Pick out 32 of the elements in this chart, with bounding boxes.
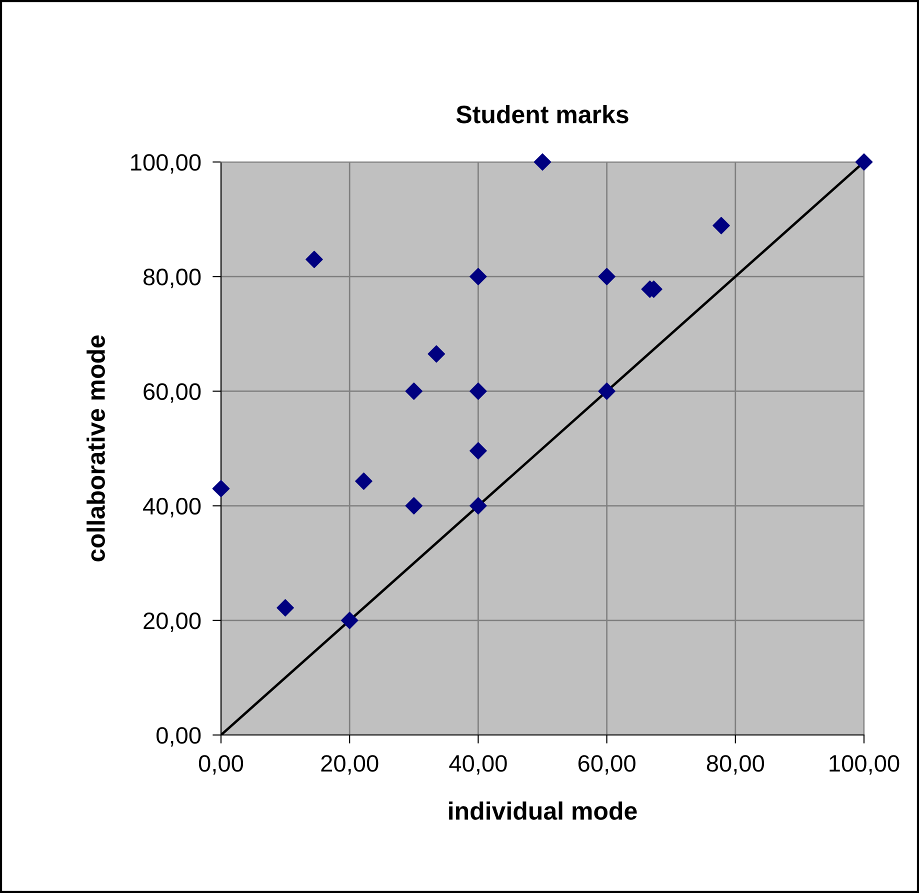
point	[598, 382, 616, 400]
point	[306, 250, 323, 268]
y-tick-label: 80,00	[144, 268, 201, 288]
point	[405, 382, 423, 400]
x-tick-label: 80,00	[706, 755, 764, 775]
x-tick-label: 100,00	[830, 755, 900, 775]
y-tick-label: 0,00	[156, 727, 201, 747]
point	[340, 612, 358, 630]
x-tick-label: 60,00	[578, 755, 636, 775]
x-tick-label: 20,00	[321, 755, 378, 775]
x-axis-title: individual mode	[449, 801, 637, 820]
y-tick-label: 60,00	[144, 383, 201, 403]
point	[212, 480, 230, 498]
y-tick-label: 40,00	[143, 498, 201, 518]
point	[470, 382, 487, 400]
point	[712, 216, 730, 234]
point	[470, 268, 487, 286]
chart-title: Student marks	[456, 104, 628, 124]
point	[470, 497, 487, 514]
point	[598, 268, 616, 286]
y-axis-title: collaborative mode	[86, 335, 105, 562]
x-tick-label: 0,00	[198, 755, 244, 775]
point	[355, 472, 372, 490]
x-tick-label: 40,00	[449, 755, 507, 775]
point	[405, 497, 423, 514]
point	[855, 153, 873, 171]
y-tick-label: 100,00	[131, 154, 201, 174]
point	[534, 153, 552, 171]
point	[428, 345, 446, 363]
y-tick-label: 20,00	[144, 612, 201, 632]
point	[276, 599, 294, 616]
point	[470, 442, 487, 460]
